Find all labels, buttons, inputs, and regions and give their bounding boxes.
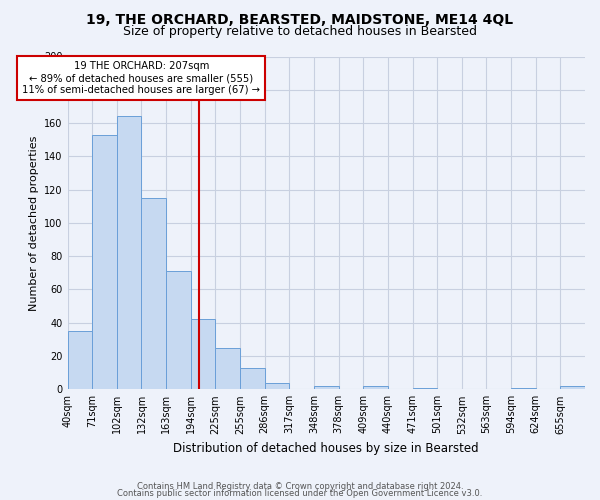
Bar <box>511 388 536 390</box>
Text: Contains HM Land Registry data © Crown copyright and database right 2024.: Contains HM Land Registry data © Crown c… <box>137 482 463 491</box>
Bar <box>68 331 92 390</box>
Bar <box>191 320 215 390</box>
Bar <box>215 348 240 390</box>
Bar <box>363 386 388 390</box>
Bar <box>117 116 142 390</box>
Bar <box>413 388 437 390</box>
Bar <box>166 271 191 390</box>
Text: Size of property relative to detached houses in Bearsted: Size of property relative to detached ho… <box>123 25 477 38</box>
Bar <box>142 198 166 390</box>
Text: 19 THE ORCHARD: 207sqm
← 89% of detached houses are smaller (555)
11% of semi-de: 19 THE ORCHARD: 207sqm ← 89% of detached… <box>22 62 260 94</box>
Text: Contains public sector information licensed under the Open Government Licence v3: Contains public sector information licen… <box>118 489 482 498</box>
Y-axis label: Number of detached properties: Number of detached properties <box>29 135 38 310</box>
Bar <box>314 386 338 390</box>
Text: 19, THE ORCHARD, BEARSTED, MAIDSTONE, ME14 4QL: 19, THE ORCHARD, BEARSTED, MAIDSTONE, ME… <box>86 12 514 26</box>
X-axis label: Distribution of detached houses by size in Bearsted: Distribution of detached houses by size … <box>173 442 479 455</box>
Bar <box>92 134 117 390</box>
Bar <box>240 368 265 390</box>
Bar <box>560 386 585 390</box>
Bar <box>265 382 289 390</box>
